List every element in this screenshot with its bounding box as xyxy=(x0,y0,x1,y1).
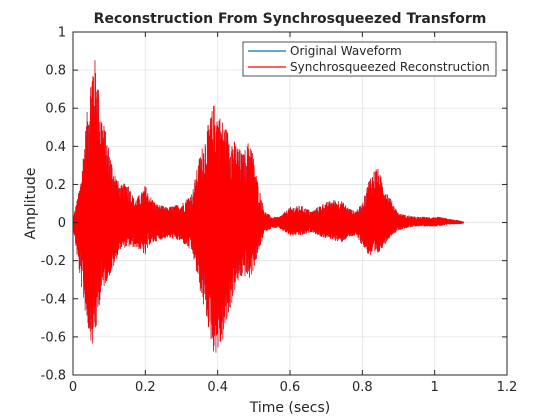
series-synchrosqueezed-reconstruction xyxy=(72,60,464,353)
x-tick-label: 1.2 xyxy=(497,380,518,395)
legend: Original Waveform Synchrosqueezed Recons… xyxy=(242,41,497,77)
chart-title: Reconstruction From Synchrosqueezed Tran… xyxy=(94,11,487,27)
y-tick-label: 1 xyxy=(58,26,66,41)
x-tick-label: 0.4 xyxy=(207,380,228,395)
y-tick-label: -0.4 xyxy=(41,292,66,307)
y-tick-label: 0.8 xyxy=(45,64,66,79)
x-tick-label: 0.6 xyxy=(280,380,301,395)
y-tick-label: 0.2 xyxy=(45,178,66,193)
legend-label-original-waveform: Original Waveform xyxy=(290,44,402,58)
y-tick-label: 0 xyxy=(58,216,66,231)
x-tick-label: 1 xyxy=(431,380,439,395)
y-tick-label: -0.8 xyxy=(41,369,66,384)
plot-data-layer xyxy=(72,60,464,353)
axis-ticks: 0 0.2 0.4 0.6 0.8 1 1.2 -0.8 -0.6 -0.4 -0.2 0 0.2 0.4… xyxy=(41,26,518,396)
legend-box xyxy=(242,41,497,77)
y-tick-label: 0.4 xyxy=(45,140,66,155)
x-tick-label: 0 xyxy=(69,380,77,395)
y-tick-label: 0.6 xyxy=(45,102,66,117)
x-tick-label: 0.2 xyxy=(135,380,156,395)
legend-label-synchrosqueezed-reconstruction: Synchrosqueezed Reconstruction xyxy=(290,60,490,74)
y-tick-label: -0.6 xyxy=(41,330,66,345)
x-axis-label: Time (secs) xyxy=(249,400,331,416)
y-axis-label: Amplitude xyxy=(23,168,39,240)
y-tick-label: -0.2 xyxy=(41,254,66,269)
x-tick-label: 0.8 xyxy=(352,380,373,395)
